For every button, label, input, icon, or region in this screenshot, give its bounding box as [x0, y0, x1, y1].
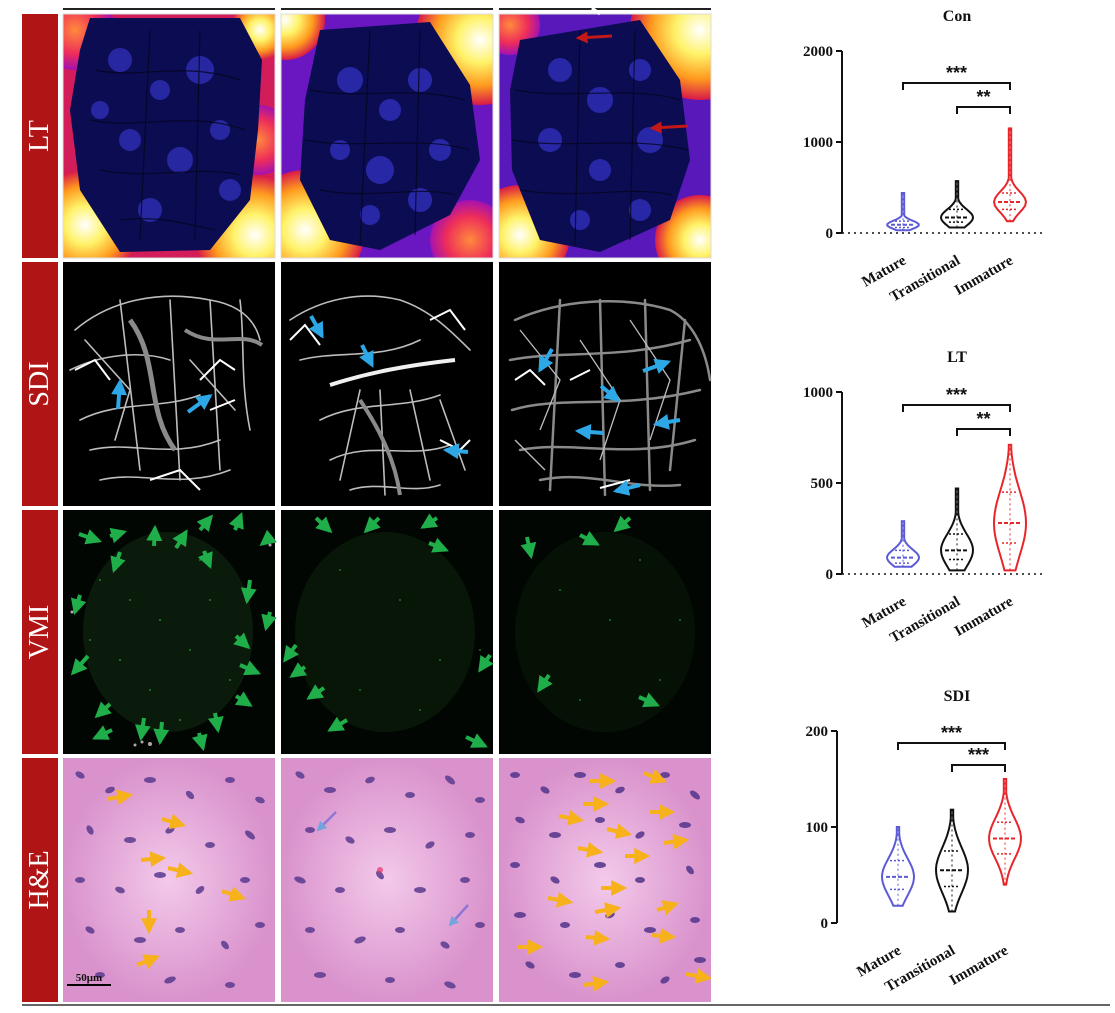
significance-bracket [902, 404, 1011, 412]
x-category-label: Immature [952, 593, 1016, 639]
significance-label: ** [976, 409, 990, 429]
sdi-panel-transitional [281, 262, 493, 506]
y-tick-label: 500 [811, 476, 834, 492]
sdi-panel-immature [499, 262, 712, 506]
row-label-vmi: VMI [22, 510, 58, 754]
vmi-panel-transitional [281, 510, 494, 754]
chart-title: Con [943, 8, 972, 25]
lt-panel-transitional [281, 14, 493, 258]
chart-title: LT [947, 349, 967, 366]
significance-bracket [956, 428, 1011, 436]
y-tick-label: 200 [806, 724, 829, 740]
x-category-label: Immature [952, 252, 1016, 298]
significance-label: *** [968, 745, 989, 765]
significance-bracket [902, 82, 1011, 90]
he-panel-immature [499, 758, 711, 1002]
he-panel-mature: 50μm [63, 758, 275, 1002]
significance-label: ** [976, 87, 990, 107]
violin-shape [992, 127, 1028, 223]
scale-bar-label: 50μm [76, 972, 102, 984]
significance-label: *** [946, 385, 967, 405]
significance-bracket [951, 764, 1006, 772]
violin-shape [886, 191, 920, 232]
chart-title: SDI [944, 688, 971, 705]
y-tick-label: 1000 [803, 135, 833, 151]
vmi-panel-immature [499, 510, 711, 754]
svg-text:LT: LT [24, 120, 55, 152]
chart-0: Con010002000MatureTransitionalImmature**… [803, 8, 1045, 306]
row-label-lt: LT [22, 14, 58, 258]
lt-panel-immature [499, 14, 711, 258]
violin-charts: Con010002000MatureTransitionalImmature**… [803, 8, 1045, 996]
violin-shape [880, 826, 916, 907]
chart-1: LT05001000MatureTransitionalImmature****… [803, 349, 1045, 647]
svg-text:SDI: SDI [24, 361, 55, 406]
y-tick-label: 0 [821, 916, 829, 932]
y-tick-label: 2000 [803, 44, 833, 60]
svg-text:VMI: VMI [24, 605, 55, 659]
y-tick-label: 100 [806, 820, 829, 836]
svg-text:H&E: H&E [24, 850, 55, 909]
significance-bracket [897, 742, 1006, 750]
lt-panel-mature [63, 14, 275, 258]
y-tick-label: 0 [826, 567, 834, 583]
x-category-label: Immature [947, 942, 1011, 988]
significance-label: *** [941, 723, 962, 743]
significance-label: *** [946, 63, 967, 83]
y-tick-label: 1000 [803, 385, 833, 401]
he-panel-transitional [281, 758, 493, 1002]
row-label-sdi: SDI [22, 262, 58, 506]
sdi-panel-mature [63, 262, 275, 506]
vmi-panel-mature [63, 510, 277, 754]
significance-bracket [956, 106, 1011, 114]
chart-2: SDI0100200MatureTransitionalImmature****… [806, 688, 1022, 996]
row-label-he: H&E [22, 758, 58, 1002]
y-tick-label: 0 [826, 226, 834, 242]
